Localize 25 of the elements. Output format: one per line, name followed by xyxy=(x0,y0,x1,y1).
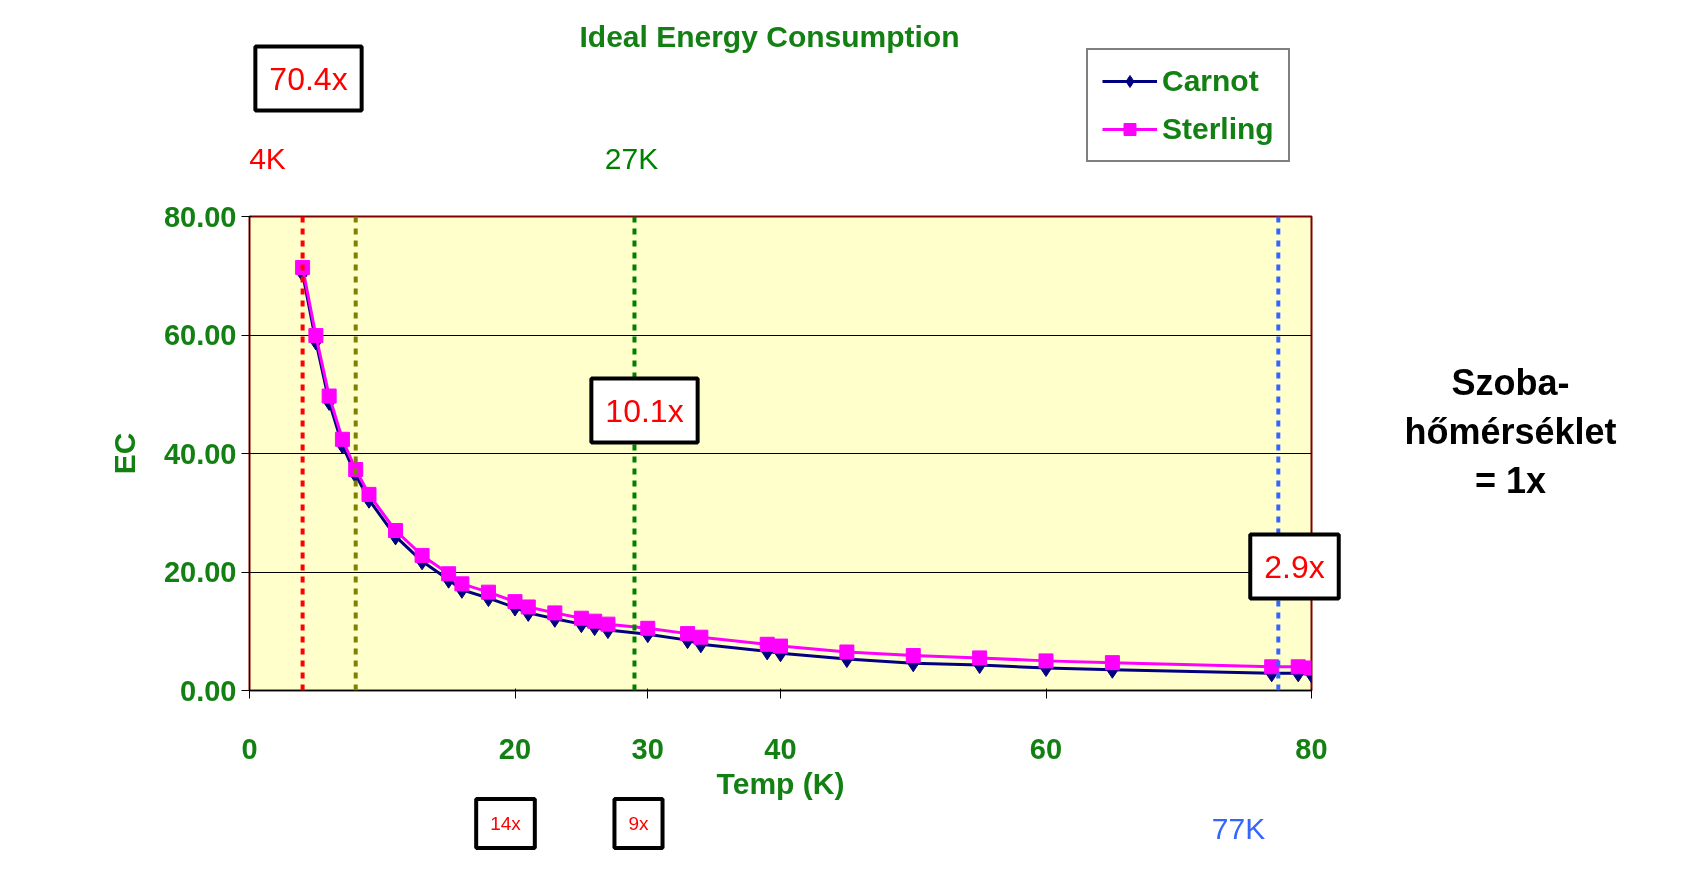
text: 70.4x xyxy=(269,60,348,97)
chart-title: Ideal Energy Consumption xyxy=(579,20,960,53)
y-tick-label: 20.00 xyxy=(163,556,237,588)
text: 9x xyxy=(628,813,650,834)
ref-line-label: 4K xyxy=(249,142,286,175)
x-tick-label: 40 xyxy=(764,732,797,765)
legend-label: Sterling xyxy=(1162,112,1274,146)
y-axis-title: EC xyxy=(107,432,141,475)
x-tick-label: 20 xyxy=(498,732,532,765)
ref-line-label: 77K xyxy=(1211,812,1266,845)
y-tick-label: 40.00 xyxy=(163,437,237,470)
annotation: 10.1x xyxy=(605,392,684,429)
text: 14x xyxy=(490,813,522,834)
x-tick-label: 60 xyxy=(1029,732,1063,765)
legend-label: Carnot xyxy=(1162,64,1259,98)
y-tick-label: 60.00 xyxy=(163,319,237,351)
annotation: 2.9x xyxy=(1264,548,1325,585)
text: Szoba- hőmérséklet = 1x xyxy=(1404,361,1617,502)
y-tick-label: 80.00 xyxy=(163,200,237,233)
x-tick-label: 0 xyxy=(241,732,258,765)
x-axis-title: Temp (K) xyxy=(716,766,845,800)
x-tick-label: 30 xyxy=(631,732,664,765)
x-tick-label: 80 xyxy=(1295,732,1328,765)
ref-line-label: 27K xyxy=(604,142,659,175)
y-tick-label: 0.00 xyxy=(180,674,237,707)
